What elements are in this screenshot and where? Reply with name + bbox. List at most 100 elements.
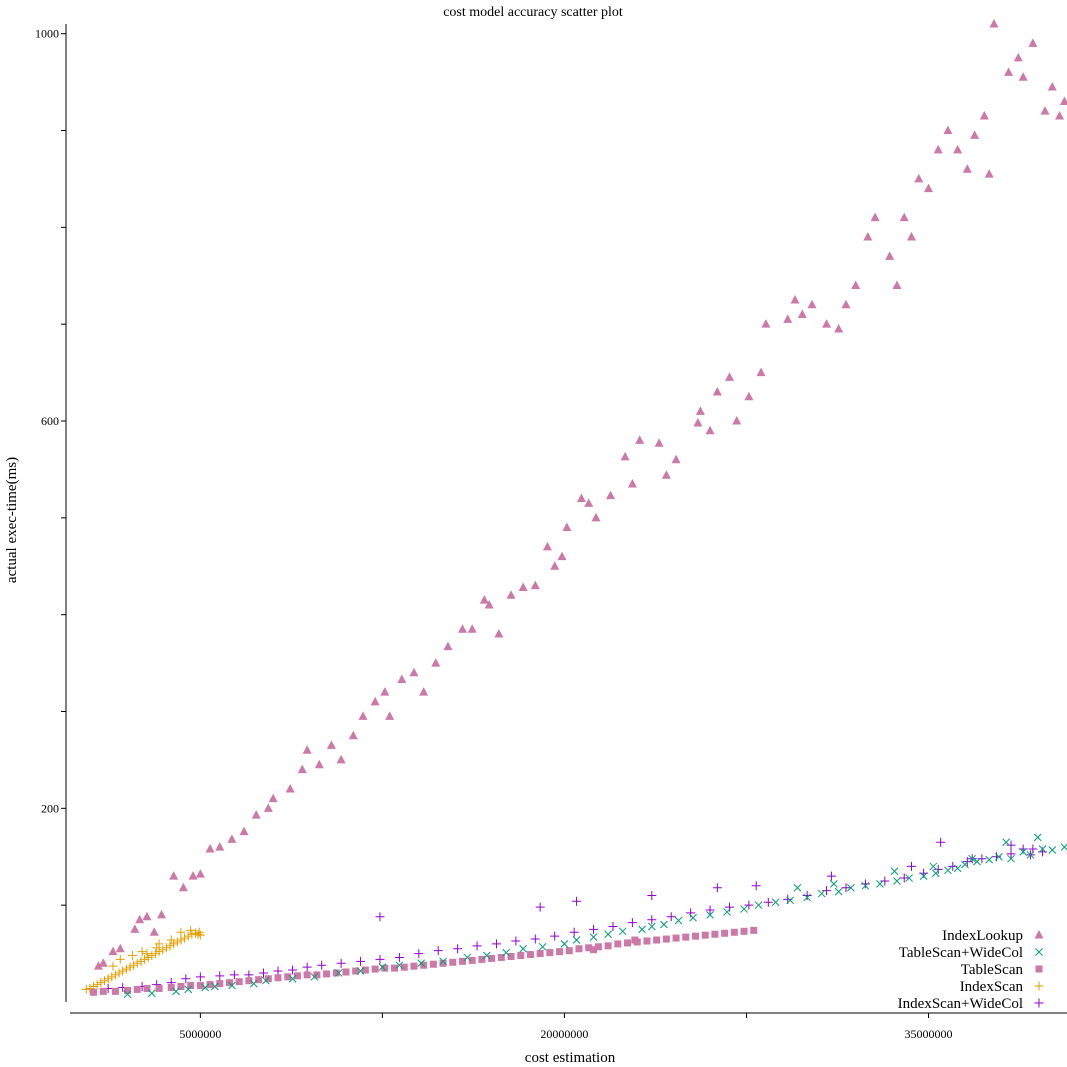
data-point [705, 425, 715, 435]
data-point [693, 417, 703, 427]
data-point [394, 952, 404, 962]
data-point [556, 948, 564, 956]
data-point [488, 954, 496, 962]
data-point [721, 929, 729, 937]
data-point [274, 974, 282, 982]
data-point [90, 988, 98, 996]
data-point [518, 582, 528, 592]
data-point [846, 883, 855, 892]
data-point [933, 144, 943, 154]
data-point [929, 862, 938, 871]
data-point [375, 954, 385, 964]
data-point [323, 970, 331, 978]
data-point [797, 309, 807, 318]
data-point [180, 933, 190, 943]
data-point [143, 984, 151, 992]
data-point [391, 964, 399, 972]
data-point [635, 435, 645, 444]
data-point [114, 968, 124, 978]
data-point [342, 968, 350, 976]
data-point [453, 944, 463, 954]
data-point [530, 580, 540, 590]
data-point [841, 883, 851, 893]
x-tick-label: 20000000 [540, 1027, 588, 1041]
data-point [103, 974, 113, 984]
data-point [662, 935, 670, 943]
data-point [85, 983, 95, 993]
data-point [176, 927, 186, 937]
data-point [381, 964, 389, 972]
data-point [876, 880, 884, 888]
data-point [519, 944, 528, 953]
data-point [860, 879, 870, 889]
data-point [140, 954, 150, 964]
data-point [154, 947, 164, 957]
data-point [892, 280, 902, 289]
data-point [332, 969, 340, 977]
data-point [183, 931, 193, 941]
data-point [385, 711, 395, 720]
data-point [1038, 845, 1047, 853]
data-point [370, 696, 380, 706]
data-point [130, 924, 140, 933]
data-point [1055, 110, 1065, 120]
data-point [314, 759, 324, 769]
data-point [732, 416, 742, 425]
data-point [155, 984, 163, 992]
data-point [624, 939, 632, 947]
chart-title: cost model accuracy scatter plot [443, 5, 623, 20]
data-point [336, 754, 346, 764]
data-point [127, 951, 137, 961]
legend-label: TableScan+WideCol [899, 945, 1023, 961]
data-point [989, 19, 999, 28]
data-point [317, 960, 327, 970]
data-point [397, 674, 407, 684]
data-point [147, 989, 156, 998]
data-point [822, 319, 832, 328]
data-point [550, 561, 560, 570]
data-point [491, 939, 501, 949]
legend-label: IndexScan+WideCol [898, 996, 1023, 1012]
data-point [400, 963, 408, 971]
data-point [178, 882, 188, 892]
data-point [1033, 833, 1042, 842]
data-point [165, 941, 175, 951]
axes: 200 600 1000 5000000 20000000 35000000 [35, 24, 1067, 1041]
data-point [431, 658, 441, 667]
data-point [666, 912, 676, 922]
data-point [375, 912, 385, 922]
data-point [985, 855, 994, 864]
series-tablescan [90, 926, 758, 996]
data-point [157, 909, 167, 919]
data-point [712, 883, 722, 893]
data-point [724, 902, 734, 912]
data-point [137, 947, 147, 957]
data-point [472, 941, 482, 951]
data-point [572, 936, 581, 944]
data-point [1047, 81, 1057, 91]
data-point [193, 929, 203, 939]
data-point [99, 976, 109, 986]
data-point [172, 987, 180, 996]
data-point [907, 232, 917, 241]
data-point [584, 498, 594, 507]
data-point [943, 125, 953, 135]
data-point [526, 951, 534, 959]
data-point [371, 965, 379, 973]
data-point [229, 970, 239, 980]
legend-marker [1034, 930, 1044, 939]
data-point [557, 551, 567, 561]
data-point [108, 946, 118, 956]
data-point [152, 943, 162, 953]
data-point [660, 920, 668, 929]
data-point [177, 983, 185, 991]
data-point [150, 949, 160, 959]
data-point [672, 934, 680, 942]
data-point [216, 980, 224, 988]
data-point [285, 783, 295, 793]
data-point [142, 949, 152, 959]
data-point [108, 961, 118, 971]
data-point [161, 943, 171, 953]
legend-label: IndexScan [960, 979, 1024, 995]
data-point [115, 943, 125, 953]
